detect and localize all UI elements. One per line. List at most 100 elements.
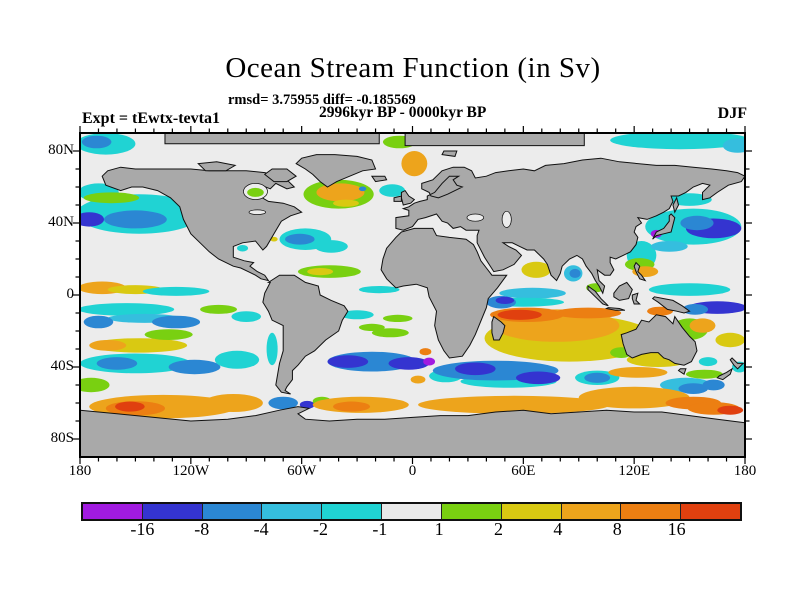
anomaly-blob xyxy=(648,283,731,296)
great-lakes xyxy=(248,209,267,215)
colorbar-segment xyxy=(440,504,501,519)
anomaly-blob xyxy=(285,233,315,245)
anomaly-blob xyxy=(89,340,127,351)
landmass-iceland xyxy=(370,175,388,183)
anomaly-blob xyxy=(237,244,249,252)
anomaly-blob xyxy=(268,396,298,410)
colorbar-tick-label: -2 xyxy=(312,519,328,539)
y-axis-label: 40N xyxy=(48,214,74,230)
x-axis-label: 120E xyxy=(618,463,650,479)
caspian-sea xyxy=(501,210,512,228)
anomaly-blob xyxy=(495,296,515,304)
colorbar-tick-label: -1 xyxy=(372,519,388,539)
anomaly-blob xyxy=(333,199,359,207)
anomaly-blob xyxy=(388,357,430,370)
anomaly-blob xyxy=(497,309,542,320)
x-axis-label: 60W xyxy=(287,463,317,479)
anomaly-blob xyxy=(419,348,432,356)
anomaly-blob xyxy=(569,268,581,278)
x-axis-label: 180 xyxy=(68,463,92,479)
landmass-antarctica xyxy=(80,406,745,457)
anomaly-blob xyxy=(608,367,668,378)
anomaly-blob xyxy=(115,401,145,412)
landmass-arctic-cap-east xyxy=(404,133,585,147)
x-axis-label: 120W xyxy=(172,463,210,479)
colorbar-tick-label: -8 xyxy=(194,519,210,539)
y-axis-label: 80N xyxy=(48,142,74,158)
anomaly-blob xyxy=(266,332,278,366)
anomaly-blob xyxy=(722,138,745,153)
landmass-svalbard xyxy=(441,150,458,157)
anomaly-blob xyxy=(689,318,716,333)
anomaly-blob xyxy=(83,192,140,204)
landmass-tasmania xyxy=(677,368,687,375)
anomaly-blob xyxy=(270,236,278,242)
anomaly-blob xyxy=(499,287,566,299)
colorbar-tick-label: 1 xyxy=(434,519,444,539)
anomaly-blob xyxy=(715,332,745,348)
anomaly-blob xyxy=(358,186,367,192)
anomaly-blob xyxy=(650,241,688,252)
landmass-sulawesi xyxy=(631,292,641,305)
colorbar-segment xyxy=(620,504,681,519)
anomaly-blob xyxy=(80,303,175,316)
landmass-new-zealand-south xyxy=(716,367,734,381)
anomaly-blob xyxy=(382,314,413,322)
anomaly-blob xyxy=(231,311,262,322)
landmass-borneo xyxy=(613,281,633,301)
anomaly-blob xyxy=(584,372,611,383)
anomaly-blob xyxy=(423,357,436,366)
landmass-japan xyxy=(652,213,676,240)
landmass-australia xyxy=(620,314,698,366)
anomaly-blob xyxy=(203,394,263,412)
anomaly-blob xyxy=(578,386,690,409)
landmass-greenland xyxy=(295,154,377,188)
anomaly-blob xyxy=(610,133,745,150)
anomaly-blob xyxy=(401,151,428,177)
anomaly-blob xyxy=(104,210,167,229)
anomaly-blob xyxy=(340,310,374,320)
anomaly-blob xyxy=(80,377,110,393)
colorbar-segment xyxy=(680,504,740,519)
anomaly-blob xyxy=(80,212,105,227)
anomaly-blob xyxy=(678,383,709,394)
anomaly-blob xyxy=(144,329,193,340)
landmass-victoria-island xyxy=(197,161,237,172)
landmass-madagascar xyxy=(491,315,506,341)
anomaly-blob xyxy=(515,371,561,385)
season-label: DJF xyxy=(717,105,747,122)
x-axis-label: 60E xyxy=(511,463,536,479)
y-axis-label: 80S xyxy=(50,430,74,446)
anomaly-blob xyxy=(333,401,371,412)
anomaly-blob xyxy=(81,135,112,149)
landmass-java xyxy=(604,307,626,311)
anomaly-blob xyxy=(418,395,611,414)
anomaly-blob xyxy=(371,328,409,338)
landmass-sumatra xyxy=(587,285,609,307)
anomaly-blob-overlay xyxy=(247,187,264,197)
world-anomaly-map xyxy=(80,133,745,457)
landmass-arctic-cap-west xyxy=(164,133,380,145)
colorbar-segment xyxy=(83,504,142,519)
colorbar-tick-label: 4 xyxy=(553,519,563,539)
anomaly-blob xyxy=(410,375,426,384)
stats-line: rmsd= 3.75955 diff= -0.185569 xyxy=(228,92,416,108)
landmass-sakhalin xyxy=(672,196,680,214)
landmass-africa xyxy=(380,227,508,359)
anomaly-blob xyxy=(307,268,334,276)
page-title: Ocean Stream Function (in Sv) xyxy=(225,52,601,84)
anomaly-blob xyxy=(379,184,406,197)
anomaly-blob xyxy=(358,286,400,294)
colorbar-segment xyxy=(560,504,621,519)
landmass-new-guinea xyxy=(651,296,691,314)
anomaly-blob xyxy=(327,355,369,368)
landmass-philippines xyxy=(633,261,647,282)
map-frame xyxy=(79,132,746,458)
anomaly-blob xyxy=(314,240,348,253)
landmass-south-america xyxy=(262,274,349,395)
anomaly-blob xyxy=(152,315,201,329)
map-frame-and-ticks xyxy=(73,126,752,464)
anomaly-blob xyxy=(717,405,744,415)
colorbar-segment xyxy=(201,504,262,519)
